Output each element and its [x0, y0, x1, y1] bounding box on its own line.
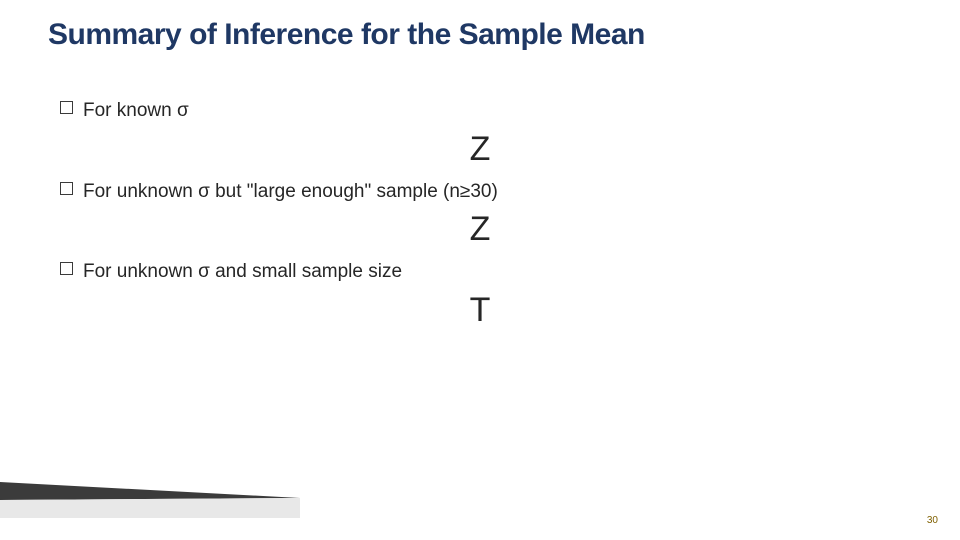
bullet-prefix: For [83, 100, 112, 121]
checkbox-icon [60, 262, 73, 275]
bullet-rest: known σ [112, 100, 189, 121]
bullet-rest: unknown σ but "large enough" sample (n≥3… [112, 181, 498, 202]
checkbox-icon [60, 182, 73, 195]
bullet-text: For unknown σ but "large enough" sample … [83, 179, 498, 205]
result-letter: T [60, 291, 900, 330]
bullet-text: For unknown σ and small sample size [83, 259, 402, 285]
bullet-prefix: For [83, 181, 112, 202]
wedge-bottom [0, 498, 300, 518]
bullet-prefix: For [83, 261, 112, 282]
page-number: 30 [927, 515, 938, 526]
result-letter: Z [60, 130, 900, 169]
slide: Summary of Inference for the Sample Mean… [0, 0, 960, 540]
decorative-wedge [0, 482, 300, 518]
slide-title: Summary of Inference for the Sample Mean [48, 18, 645, 52]
slide-body: For known σ Z For unknown σ but "large e… [60, 98, 900, 340]
bullet-row: For unknown σ but "large enough" sample … [60, 179, 900, 205]
bullet-row: For known σ [60, 98, 900, 124]
result-letter: Z [60, 210, 900, 249]
bullet-text: For known σ [83, 98, 189, 124]
wedge-top [0, 482, 300, 500]
bullet-rest: unknown σ and small sample size [112, 261, 403, 282]
checkbox-icon [60, 101, 73, 114]
bullet-row: For unknown σ and small sample size [60, 259, 900, 285]
